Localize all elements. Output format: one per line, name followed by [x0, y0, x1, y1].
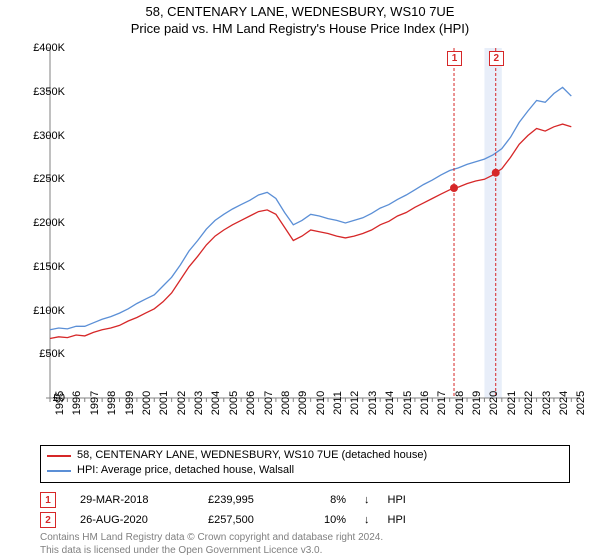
event-row: 1 29-MAR-2018 £239,995 8% ↓ HPI — [40, 490, 406, 510]
y-axis-label: £150K — [33, 261, 65, 273]
y-axis-label: £300K — [33, 130, 65, 142]
x-axis-label: 2010 — [315, 391, 327, 415]
y-axis-label: £400K — [33, 42, 65, 54]
x-axis-label: 1998 — [106, 391, 118, 415]
x-axis-label: 2020 — [488, 391, 500, 415]
footer-line-2: This data is licensed under the Open Gov… — [40, 545, 383, 558]
event-row: 2 26-AUG-2020 £257,500 10% ↓ HPI — [40, 510, 406, 530]
title-line-1: 58, CENTENARY LANE, WEDNESBURY, WS10 7UE — [0, 4, 600, 21]
x-axis-label: 1996 — [71, 391, 83, 415]
chart-event-marker: 2 — [489, 51, 504, 66]
x-axis-label: 2008 — [280, 391, 292, 415]
x-axis-label: 2001 — [158, 391, 170, 415]
x-axis-label: 2024 — [558, 391, 570, 415]
x-axis-label: 2025 — [575, 391, 587, 415]
title-line-2: Price paid vs. HM Land Registry's House … — [0, 21, 600, 38]
x-axis-label: 2011 — [332, 391, 344, 415]
legend-item: HPI: Average price, detached house, Wals… — [47, 463, 563, 478]
legend-label: HPI: Average price, detached house, Wals… — [77, 463, 294, 478]
event-price: £239,995 — [208, 494, 288, 506]
chart-plot-area: 12 — [50, 48, 580, 398]
legend-item: 58, CENTENARY LANE, WEDNESBURY, WS10 7UE… — [47, 448, 563, 463]
event-pct: 8% — [306, 494, 346, 506]
x-axis-label: 2007 — [263, 391, 275, 415]
x-axis-label: 1999 — [124, 391, 136, 415]
down-arrow-icon: ↓ — [364, 494, 370, 506]
x-axis-label: 2017 — [436, 391, 448, 415]
footer-text: Contains HM Land Registry data © Crown c… — [40, 532, 383, 557]
event-date: 26-AUG-2020 — [80, 514, 190, 526]
x-axis-label: 2003 — [193, 391, 205, 415]
title-area: 58, CENTENARY LANE, WEDNESBURY, WS10 7UE… — [0, 0, 600, 38]
event-suffix: HPI — [388, 494, 406, 506]
x-axis-label: 2004 — [210, 391, 222, 415]
x-axis-label: 2002 — [176, 391, 188, 415]
x-axis-label: 2013 — [367, 391, 379, 415]
x-axis-label: 2009 — [297, 391, 309, 415]
footer-line-1: Contains HM Land Registry data © Crown c… — [40, 532, 383, 545]
x-axis-label: 1995 — [54, 391, 66, 415]
y-axis-label: £50K — [39, 348, 65, 360]
y-axis-label: £250K — [33, 173, 65, 185]
events-table: 1 29-MAR-2018 £239,995 8% ↓ HPI 2 26-AUG-2020 £2… — [40, 490, 406, 530]
event-price: £257,500 — [208, 514, 288, 526]
chart-svg — [50, 48, 580, 398]
y-axis-label: £350K — [33, 86, 65, 98]
event-suffix: HPI — [388, 514, 406, 526]
event-marker-box: 1 — [40, 492, 56, 508]
x-axis-label: 2018 — [454, 391, 466, 415]
legend-label: 58, CENTENARY LANE, WEDNESBURY, WS10 7UE… — [77, 448, 427, 463]
x-axis-label: 2019 — [471, 391, 483, 415]
chart-event-marker: 1 — [447, 51, 462, 66]
x-axis-label: 2023 — [541, 391, 553, 415]
down-arrow-icon: ↓ — [364, 514, 370, 526]
legend-swatch — [47, 470, 71, 472]
x-axis-label: 2014 — [384, 391, 396, 415]
x-axis-label: 1997 — [89, 391, 101, 415]
x-axis-label: 2012 — [349, 391, 361, 415]
x-axis-label: 2005 — [228, 391, 240, 415]
x-axis-label: 2006 — [245, 391, 257, 415]
x-axis-label: 2022 — [523, 391, 535, 415]
event-marker-box: 2 — [40, 512, 56, 528]
legend-box: 58, CENTENARY LANE, WEDNESBURY, WS10 7UE… — [40, 445, 570, 483]
y-axis-label: £200K — [33, 217, 65, 229]
chart-container: 58, CENTENARY LANE, WEDNESBURY, WS10 7UE… — [0, 0, 600, 560]
legend-swatch — [47, 455, 71, 457]
x-axis-label: 2015 — [402, 391, 414, 415]
x-axis-label: 2021 — [506, 391, 518, 415]
x-axis-label: 2016 — [419, 391, 431, 415]
x-axis-label: 2000 — [141, 391, 153, 415]
y-axis-label: £100K — [33, 305, 65, 317]
event-date: 29-MAR-2018 — [80, 494, 190, 506]
event-pct: 10% — [306, 514, 346, 526]
